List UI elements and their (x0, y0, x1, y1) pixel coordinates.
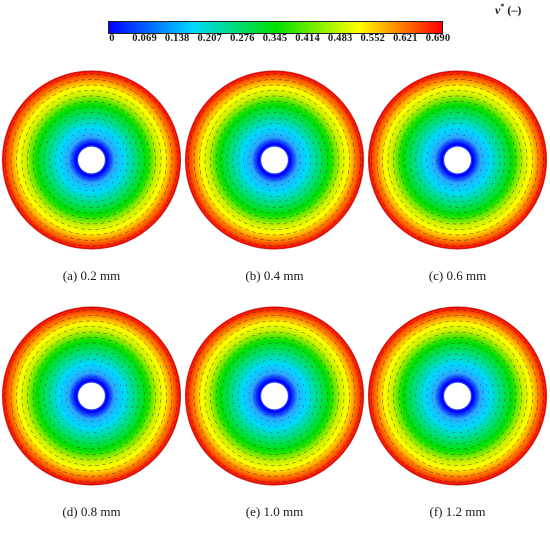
velocity-contour-plot (183, 60, 366, 260)
legend-ticks: 0 0.069 0.138 0.207 0.276 0.345 0.414 0.483 0.55… (108, 33, 443, 49)
panel-caption: (d) 0.8 mm (0, 504, 183, 520)
inner-hole (78, 382, 106, 410)
legend-unit: (–) (507, 3, 521, 17)
legend-tick-label: 0.069 (132, 33, 157, 44)
legend-tick-label: 0.552 (360, 33, 385, 44)
panel-caption: (e) 1.0 mm (183, 504, 366, 520)
inner-hole (444, 382, 472, 410)
panel-caption: (b) 0.4 mm (183, 268, 366, 284)
panel-caption: (c) 0.6 mm (366, 268, 549, 284)
velocity-contour-plot (183, 296, 366, 496)
panel-f: (f) 1.2 mm (366, 296, 549, 536)
velocity-contour-plot (0, 60, 183, 260)
inner-hole (261, 382, 289, 410)
legend-superscript: * (500, 2, 504, 11)
panel-d: (d) 0.8 mm (0, 296, 183, 536)
legend-tick-label: 0.621 (393, 33, 418, 44)
legend-tick-label: 0.276 (230, 33, 255, 44)
legend-tick-label: 0.138 (165, 33, 190, 44)
inner-hole (261, 146, 289, 174)
legend-tick-label: 0.690 (426, 33, 451, 44)
legend-tick-label: 0 (109, 33, 114, 44)
velocity-contour-plot (366, 296, 549, 496)
panel-c: (c) 0.6 mm (366, 60, 549, 300)
velocity-contour-plot (0, 296, 183, 496)
legend-tick-label: 0.345 (263, 33, 288, 44)
legend-tick-label: 0.207 (197, 33, 222, 44)
legend-title: v* (–) (495, 2, 521, 18)
velocity-contour-plot (366, 60, 549, 260)
inner-hole (444, 146, 472, 174)
panel-caption: (f) 1.2 mm (366, 504, 549, 520)
legend-tick-label: 0.414 (295, 33, 320, 44)
panel-b: (b) 0.4 mm (183, 60, 366, 300)
legend-tick-label: 0.483 (328, 33, 353, 44)
panel-a: (a) 0.2 mm (0, 60, 183, 300)
panel-e: (e) 1.0 mm (183, 296, 366, 536)
inner-hole (78, 146, 106, 174)
panel-caption: (a) 0.2 mm (0, 268, 183, 284)
